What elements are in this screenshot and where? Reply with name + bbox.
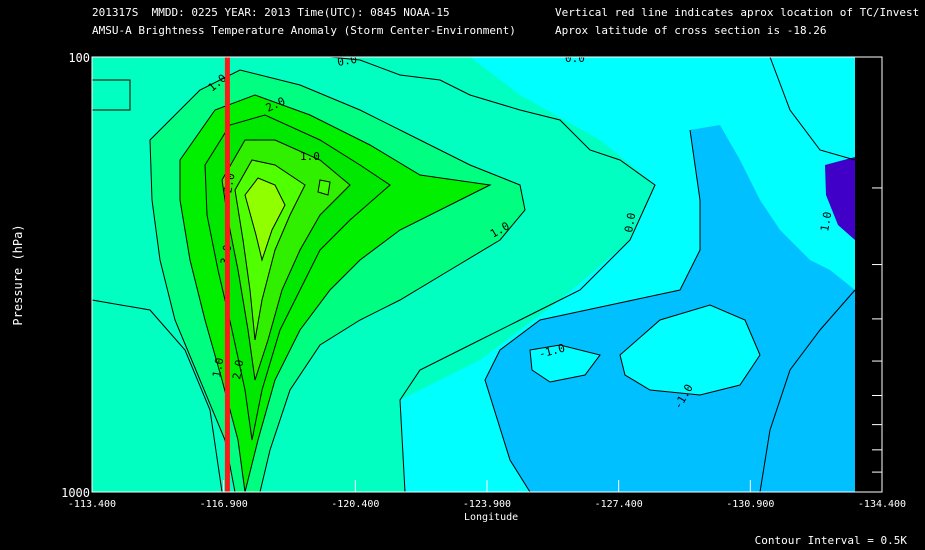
x-axis-ticks: -113.400 -116.900 -120.400 -123.900 -127.400… [68,480,906,510]
contour-line-neg1b [619,304,761,396]
contour-line-right-top [769,56,856,161]
contour-interval-note: Contour Interval = 0.5K [754,534,907,547]
contour-region-neg2-top [740,57,855,160]
right-axis-ticks [872,187,882,473]
y-tick-label: 100 [68,51,90,65]
y-axis-label: Pressure (hPa) [11,224,25,326]
contour-label: 1.0 [300,150,320,163]
contour-label: 0.0 [622,212,638,234]
header-line-4: Aprox latitude of cross section is -18.2… [555,24,827,37]
contour-line-neg1 [484,129,701,493]
y-axis-ticks: 100 1000 [61,51,90,500]
x-axis-label: Longitude [464,512,519,523]
contour-label: 1.0 [210,357,226,379]
contour-line-right-bottom [759,289,856,493]
contour-line-1p0-left [92,79,131,111]
contour-label: 0.0 [565,52,585,65]
contour-region-min [825,157,855,240]
header-line-3: Vertical red line indicates aprox locati… [555,6,920,19]
contour-region-small-peak [317,179,331,196]
header-line-2: AMSU-A Brightness Temperature Anomaly (S… [92,24,516,37]
x-tick-label: -130.900 [726,499,774,510]
x-tick-label: -120.400 [331,499,379,510]
contour-region-neg1-hole-a [530,345,600,382]
contour-region-neg2 [485,125,855,492]
x-tick-label: -113.400 [68,499,116,510]
right-strip [855,57,882,492]
contour-line-neg1c [529,344,601,383]
x-tick-label: -127.400 [595,499,643,510]
x-tick-label: -116.900 [200,499,248,510]
contour-region-3p5 [244,177,286,262]
y-tick-label: 1000 [61,486,90,500]
x-tick-label: -134.400 [858,499,906,510]
contour-line-lower-left [91,299,223,493]
contour-label: 2.0 [230,359,246,381]
contour-line-0p0 [329,56,656,493]
contour-label: 1.0 [818,211,834,233]
x-tick-label: -123.900 [463,499,511,510]
contour-region-neg1-hole-b [620,305,760,395]
header-line-1: 201317S MMDD: 0225 YEAR: 2013 Time(UTC):… [92,6,450,19]
